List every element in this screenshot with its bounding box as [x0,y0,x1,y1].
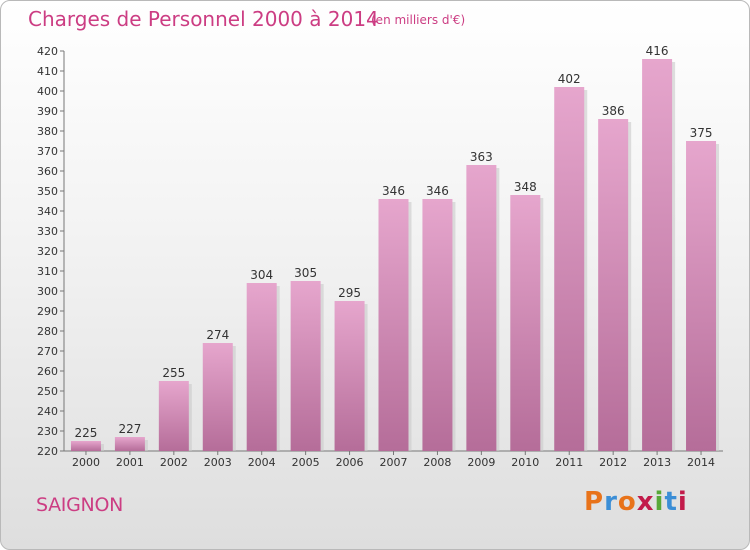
logo-letter: x [636,487,655,517]
value-label-2007: 346 [382,184,405,198]
y-tick-label: 280 [37,325,58,338]
y-tick-label: 240 [37,405,58,418]
logo-letter: t [664,487,678,517]
y-tick-label: 360 [37,165,58,178]
value-label-2010: 348 [514,180,537,194]
value-label-2002: 255 [162,366,185,380]
y-tick-label: 330 [37,225,58,238]
bar-2012 [598,119,629,451]
x-tick-label-2012: 2012 [599,456,627,469]
logo-letter: r [604,487,618,517]
logo-letter: P [584,487,605,517]
value-label-2013: 416 [646,44,669,58]
y-tick-label: 320 [37,245,58,258]
bar-2000 [70,441,101,451]
x-tick-label-2011: 2011 [555,456,583,469]
value-label-2014: 375 [690,126,713,140]
bar-2002 [158,381,189,451]
bar-2009 [466,165,497,451]
y-tick-label: 290 [37,305,58,318]
x-tick-label-2001: 2001 [116,456,144,469]
chart-title: Charges de Personnel 2000 à 2014 [28,7,379,31]
x-tick-label-2004: 2004 [248,456,276,469]
bar-2001 [114,437,145,451]
bar-2014 [686,141,717,451]
y-tick-label: 370 [37,145,58,158]
x-tick-label-2003: 2003 [204,456,232,469]
logo-letter: o [617,487,637,517]
x-tick-label-2008: 2008 [423,456,451,469]
y-tick-label: 350 [37,185,58,198]
y-tick-label: 310 [37,265,58,278]
y-tick-label: 400 [37,85,58,98]
y-tick-label: 340 [37,205,58,218]
x-tick-label-2000: 2000 [72,456,100,469]
value-label-2008: 346 [426,184,449,198]
bar-2011 [554,87,585,451]
x-tick-label-2005: 2005 [292,456,320,469]
value-label-2012: 386 [602,104,625,118]
x-tick-label-2002: 2002 [160,456,188,469]
x-tick-label-2007: 2007 [380,456,408,469]
y-tick-label: 220 [37,445,58,458]
value-label-2009: 363 [470,150,493,164]
logo-letter: i [654,487,665,517]
chart-subtitle: (en milliers d'€) [371,13,466,27]
bar-2005 [290,281,321,451]
bar-2013 [642,59,673,451]
value-label-2001: 227 [118,422,141,436]
y-tick-label: 420 [37,45,58,58]
bar-2008 [422,199,453,451]
commune-name: SAIGNON [36,494,124,516]
y-tick-label: 390 [37,105,58,118]
x-tick-label-2013: 2013 [643,456,671,469]
bar-2010 [510,195,541,451]
y-tick-label: 230 [37,425,58,438]
logo-letter: i [677,487,688,517]
bar-2004 [246,283,277,451]
x-tick-label-2014: 2014 [687,456,715,469]
x-tick-label-2006: 2006 [336,456,364,469]
value-label-2005: 305 [294,266,317,280]
y-tick-label: 410 [37,65,58,78]
x-tick-label-2010: 2010 [511,456,539,469]
value-label-2003: 274 [206,328,229,342]
proxiti-logo[interactable]: Proxiti [584,487,688,517]
y-tick-label: 270 [37,345,58,358]
value-label-2011: 402 [558,72,581,86]
y-tick-label: 250 [37,385,58,398]
y-tick-label: 260 [37,365,58,378]
bar-2007 [378,199,409,451]
y-tick-label: 380 [37,125,58,138]
y-tick-label: 300 [37,285,58,298]
bar-2006 [334,301,365,451]
bar-2003 [202,343,233,451]
value-label-2000: 225 [75,426,98,440]
value-label-2004: 304 [250,268,273,282]
x-tick-label-2009: 2009 [467,456,495,469]
value-label-2006: 295 [338,286,361,300]
